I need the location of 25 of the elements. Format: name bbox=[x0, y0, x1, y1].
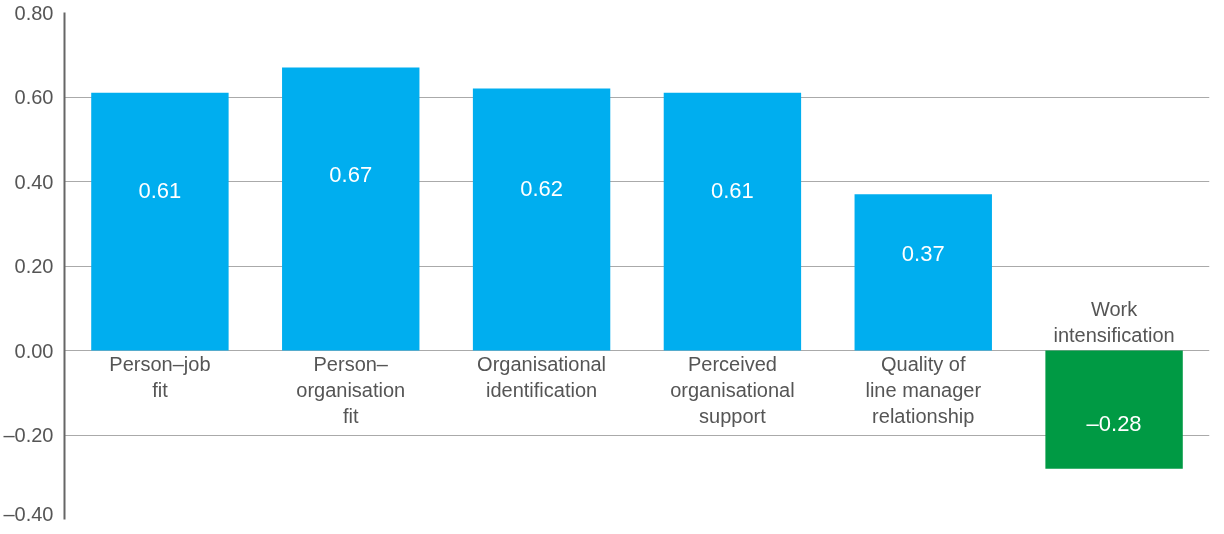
x-tick-label: Perceived organisational support bbox=[670, 352, 795, 428]
x-tick-label: Quality of line manager relationship bbox=[865, 352, 982, 428]
bar bbox=[1045, 350, 1183, 469]
x-tick-label: Person–job fit bbox=[109, 352, 211, 401]
bar bbox=[663, 92, 802, 351]
y-tick-label: –0.40 bbox=[3, 502, 54, 525]
bar bbox=[91, 92, 229, 351]
y-tick-label: 0.20 bbox=[14, 255, 54, 277]
bar bbox=[472, 88, 611, 351]
y-tick-label: –0.20 bbox=[3, 424, 54, 446]
bar bbox=[282, 67, 420, 351]
data-label: 0.61 bbox=[138, 178, 182, 204]
data-label: 0.37 bbox=[901, 241, 945, 267]
y-tick-label: 0.60 bbox=[14, 86, 54, 108]
x-tick-label: Person– organisation fit bbox=[296, 352, 406, 428]
y-tick-label: 0.80 bbox=[14, 1, 54, 24]
data-label: 0.67 bbox=[329, 162, 373, 188]
x-tick-label: Organisational identification bbox=[477, 352, 607, 401]
x-tick-label: Work intensification bbox=[1053, 298, 1175, 347]
data-label: 0.61 bbox=[711, 178, 754, 204]
y-tick-label: 0.00 bbox=[14, 339, 54, 362]
y-tick-label: 0.40 bbox=[14, 170, 54, 193]
data-label: 0.62 bbox=[520, 175, 563, 201]
data-label: –0.28 bbox=[1086, 411, 1142, 437]
bar bbox=[854, 194, 992, 351]
